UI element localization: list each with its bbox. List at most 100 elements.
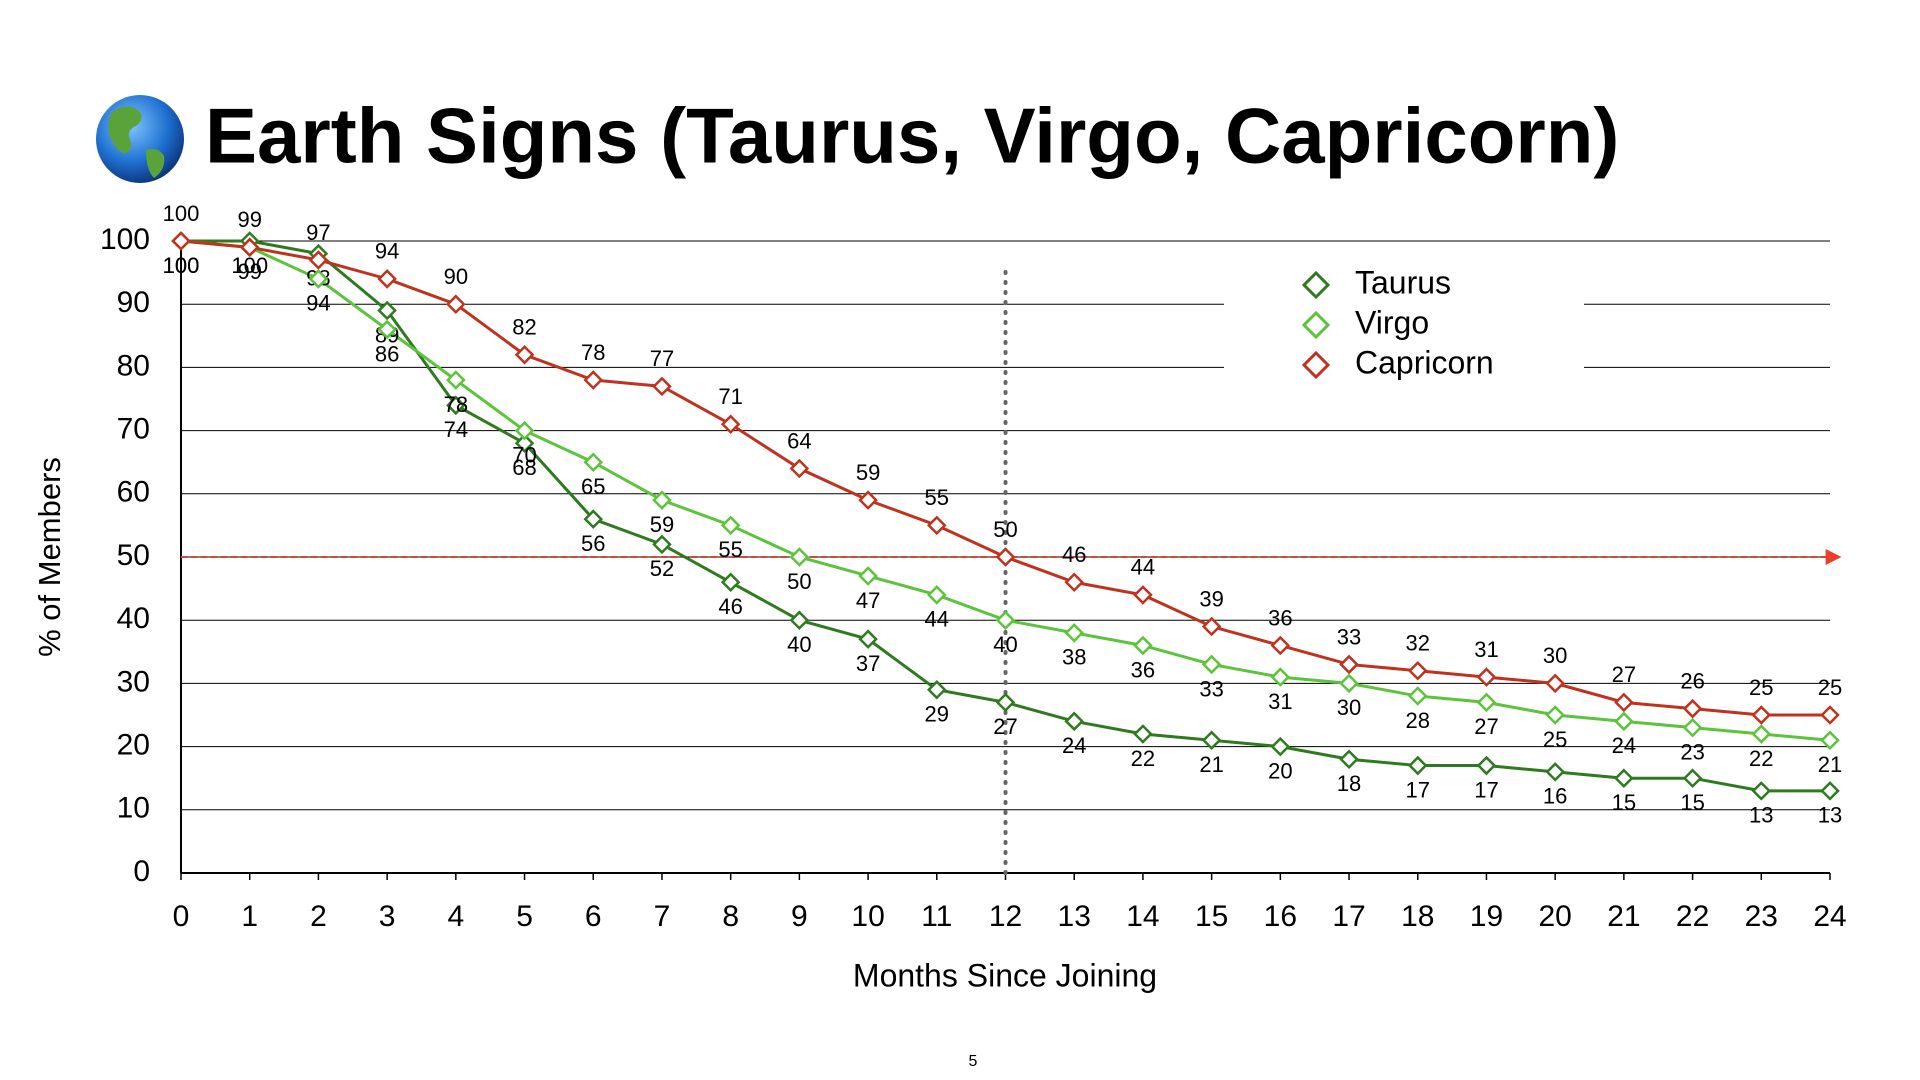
point-marker — [927, 515, 947, 536]
y-tick-label: 90 — [117, 286, 150, 319]
point-marker — [995, 610, 1016, 630]
data-label: 25 — [1818, 675, 1842, 700]
globe-icon — [96, 95, 184, 183]
data-label: 56 — [581, 531, 605, 556]
data-label: 86 — [375, 341, 399, 366]
chart-title: Earth Signs (Taurus, Virgo, Capricorn) — [205, 92, 1619, 180]
data-label: 21 — [1818, 752, 1842, 777]
data-label: 33 — [1337, 624, 1361, 649]
point-marker — [1545, 673, 1565, 694]
data-label: 55 — [718, 537, 742, 562]
data-label: 27 — [993, 714, 1017, 739]
data-label: 44 — [925, 607, 949, 632]
x-tick-label: 5 — [516, 900, 533, 933]
point-marker — [1407, 755, 1428, 776]
data-label: 15 — [1680, 790, 1704, 815]
data-label: 25 — [1749, 675, 1773, 700]
point-marker — [583, 452, 604, 472]
data-label: 40 — [993, 632, 1017, 657]
data-label: 29 — [925, 702, 949, 727]
data-label: 46 — [1062, 542, 1086, 567]
legend-box — [1224, 262, 1584, 382]
point-marker — [583, 509, 604, 529]
point-marker — [1476, 692, 1497, 713]
point-marker — [1407, 660, 1428, 681]
point-marker — [789, 610, 810, 630]
x-tick-label: 7 — [654, 900, 671, 933]
point-marker — [308, 269, 329, 289]
data-label: 78 — [581, 340, 605, 365]
data-label: 65 — [581, 474, 605, 499]
data-label: 36 — [1268, 605, 1292, 630]
x-tick-label: 19 — [1470, 900, 1503, 933]
point-marker — [514, 420, 535, 441]
point-marker — [446, 370, 466, 390]
point-marker — [377, 300, 397, 321]
y-tick-label: 60 — [117, 476, 150, 509]
point-marker — [1201, 654, 1222, 675]
data-label: 24 — [1612, 733, 1636, 758]
data-label: 50 — [993, 517, 1017, 542]
point-marker — [1133, 585, 1153, 605]
data-label: 78 — [444, 392, 468, 417]
x-axis-title: Months Since Joining — [853, 957, 1157, 993]
data-label: 94 — [375, 239, 399, 264]
x-tick-label: 14 — [1126, 900, 1159, 933]
point-marker — [1820, 705, 1840, 725]
point-marker — [1476, 667, 1497, 687]
x-tick-label: 8 — [722, 900, 739, 933]
data-label: 32 — [1406, 631, 1430, 656]
data-label: 64 — [787, 428, 811, 453]
x-tick-label: 12 — [989, 900, 1022, 933]
point-marker — [239, 237, 260, 258]
y-axis-title: % of Members — [32, 457, 67, 657]
data-label: 18 — [1337, 771, 1361, 796]
data-label: 99 — [237, 207, 261, 232]
data-label: 22 — [1749, 746, 1773, 771]
y-tick-label: 40 — [117, 602, 150, 635]
point-marker — [1614, 711, 1634, 732]
legend-label: Taurus — [1355, 264, 1451, 300]
data-label: 39 — [1199, 586, 1223, 611]
data-label: 25 — [1543, 727, 1567, 752]
y-tick-label: 0 — [133, 855, 150, 888]
data-label: 38 — [1062, 645, 1086, 670]
legend-label: Virgo — [1355, 304, 1429, 340]
point-marker — [652, 534, 672, 555]
data-label: 52 — [650, 556, 674, 581]
data-label: 13 — [1818, 803, 1842, 828]
data-label: 30 — [1543, 643, 1567, 668]
x-tick-label: 10 — [851, 900, 884, 933]
point-marker — [1064, 711, 1084, 732]
x-tick-label: 1 — [241, 900, 258, 933]
x-tick-label: 3 — [379, 900, 396, 933]
x-tick-label: 23 — [1745, 900, 1778, 933]
point-marker — [1545, 762, 1565, 782]
data-label: 40 — [787, 632, 811, 657]
data-label: 31 — [1474, 637, 1498, 662]
point-marker — [927, 679, 947, 700]
x-tick-label: 15 — [1195, 900, 1228, 933]
x-tick-label: 11 — [921, 900, 952, 933]
data-label: 31 — [1268, 689, 1292, 714]
point-marker — [514, 433, 535, 454]
point-marker — [1407, 686, 1428, 706]
y-tick-label: 50 — [117, 539, 150, 572]
y-tick-label: 10 — [117, 792, 150, 825]
data-label: 27 — [1474, 714, 1498, 739]
point-marker — [927, 585, 947, 605]
x-tick-label: 6 — [585, 900, 602, 933]
data-label: 24 — [1062, 733, 1086, 758]
y-tick-label: 100 — [100, 223, 150, 256]
data-label: 30 — [1337, 695, 1361, 720]
x-tick-label: 0 — [173, 900, 190, 933]
point-marker — [446, 294, 466, 314]
x-tick-label: 2 — [310, 900, 327, 933]
point-marker — [171, 231, 191, 251]
point-marker — [1476, 755, 1497, 776]
data-label: 36 — [1131, 657, 1155, 682]
point-marker — [1339, 673, 1359, 694]
x-tick-label: 22 — [1676, 900, 1709, 933]
data-label: 82 — [512, 315, 536, 340]
